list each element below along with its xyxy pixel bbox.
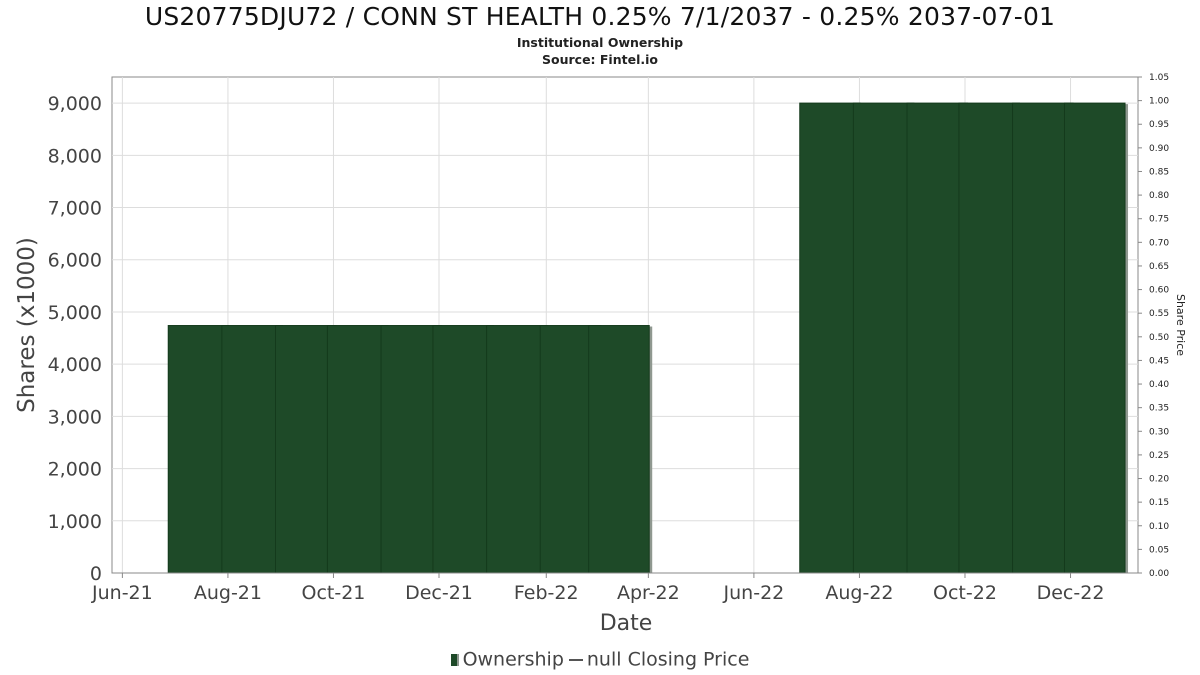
y2-tick-label: 0.65 (1149, 262, 1169, 272)
y2-tick-label: 0.00 (1149, 569, 1169, 579)
y-tick-label: 8,000 (48, 145, 102, 167)
y2-tick-label: 0.45 (1149, 356, 1169, 366)
ownership-bar (432, 325, 495, 574)
ownership-legend-label: Ownership (462, 648, 564, 671)
y-tick-label: 6,000 (48, 250, 102, 272)
price-legend-label: null Closing Price (586, 648, 750, 671)
ownership-bar (1012, 102, 1074, 574)
chart-title: US20775DJU72 / CONN ST HEALTH 0.25% 7/1/… (144, 2, 1056, 31)
y2-tick-label: 0.85 (1149, 167, 1169, 177)
x-tick-label: Dec-21 (405, 582, 473, 604)
y2-tick-label: 0.10 (1149, 522, 1169, 532)
y2-tick-label: 0.90 (1149, 144, 1169, 154)
x-tick-label: Dec-22 (1037, 582, 1105, 604)
y-axis-label: Shares (x1000) (14, 237, 40, 413)
y2-tick-label: 0.55 (1149, 309, 1169, 319)
y-tick-label: 7,000 (48, 198, 102, 220)
ownership-bar (1063, 102, 1126, 574)
y2-tick-label: 1.05 (1149, 73, 1169, 83)
chart-source: Source: Fintel.io (542, 52, 658, 67)
ownership-bar (275, 325, 337, 574)
price-legend-line (568, 658, 583, 661)
y2-tick-label: 0.15 (1149, 498, 1169, 508)
y2-tick-label: 0.30 (1149, 427, 1169, 437)
ownership-bar (906, 102, 969, 574)
y-tick-label: 1,000 (48, 511, 102, 533)
ownership-bar (221, 325, 283, 574)
ownership-legend-swatch (450, 653, 459, 666)
ownership-bar (958, 102, 1020, 574)
y2-tick-label: 0.60 (1149, 286, 1169, 296)
ownership-bar (852, 102, 915, 574)
x-axis-label: Date (600, 611, 653, 636)
ownership-bar (588, 325, 650, 574)
chart-subtitle: Institutional Ownership (516, 35, 684, 50)
ownership-bar (486, 325, 548, 574)
y2-tick-label: 0.25 (1149, 451, 1169, 461)
y2-tick-label: 0.20 (1149, 475, 1169, 485)
y-tick-label: 4,000 (48, 354, 102, 376)
y-tick-label: 9,000 (48, 93, 102, 115)
y2-tick-label: 0.50 (1149, 333, 1169, 343)
x-tick-label: Oct-22 (933, 582, 997, 604)
x-tick-label: Aug-21 (194, 582, 262, 604)
y2-tick-label: 0.35 (1149, 404, 1169, 414)
ownership-bar (167, 325, 230, 574)
y2-tick-label: 0.80 (1149, 191, 1169, 201)
y2-tick-label: 0.40 (1149, 380, 1169, 390)
y2-tick-label: 0.95 (1149, 120, 1169, 130)
y-tick-label: 0 (90, 563, 102, 585)
y2-axis-label: Share Price (1174, 294, 1187, 356)
x-tick-label: Apr-22 (617, 582, 680, 604)
chart-legend: Ownership null Closing Price (0, 648, 1200, 671)
x-tick-label: Jun-22 (723, 582, 785, 604)
x-tick-label: Oct-21 (302, 582, 366, 604)
ownership-bar (799, 102, 861, 574)
ownership-bar (380, 325, 443, 574)
y2-tick-label: 0.70 (1149, 238, 1169, 248)
y2-tick-label: 1.00 (1149, 97, 1169, 107)
x-tick-label: Jun-21 (91, 582, 153, 604)
y2-tick-label: 0.05 (1149, 545, 1169, 555)
ownership-bar (326, 325, 389, 574)
y2-tick-label: 0.75 (1149, 215, 1169, 225)
x-tick-label: Aug-22 (825, 582, 893, 604)
y-tick-label: 5,000 (48, 302, 102, 324)
y-tick-label: 3,000 (48, 406, 102, 428)
y-tick-label: 2,000 (48, 459, 102, 481)
x-tick-label: Feb-22 (514, 582, 579, 604)
